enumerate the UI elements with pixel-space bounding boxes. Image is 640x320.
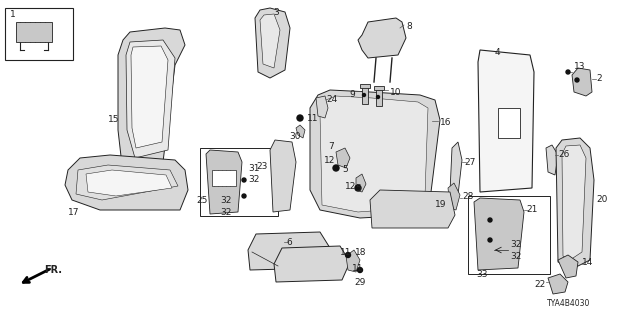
Polygon shape xyxy=(370,190,455,228)
Circle shape xyxy=(333,165,339,171)
Text: 5: 5 xyxy=(342,165,348,174)
Circle shape xyxy=(376,95,380,99)
Polygon shape xyxy=(86,170,172,196)
Text: 26: 26 xyxy=(558,150,570,159)
Text: 6: 6 xyxy=(286,238,292,247)
Text: 11: 11 xyxy=(340,248,351,257)
Text: 32: 32 xyxy=(510,252,522,261)
Text: 33: 33 xyxy=(476,270,488,279)
Text: 10: 10 xyxy=(390,88,401,97)
Polygon shape xyxy=(448,183,460,210)
Bar xyxy=(16,22,52,42)
Polygon shape xyxy=(206,150,242,214)
Bar xyxy=(374,86,384,90)
Polygon shape xyxy=(572,68,592,96)
Polygon shape xyxy=(450,142,462,195)
Text: 32: 32 xyxy=(248,175,259,184)
Polygon shape xyxy=(478,50,534,192)
Polygon shape xyxy=(255,8,290,78)
Text: 23: 23 xyxy=(256,162,268,171)
Bar xyxy=(200,148,278,216)
Polygon shape xyxy=(558,255,578,278)
Polygon shape xyxy=(320,96,428,212)
Polygon shape xyxy=(248,232,330,270)
Text: 13: 13 xyxy=(574,62,586,71)
Polygon shape xyxy=(356,174,366,192)
Text: 29: 29 xyxy=(354,278,365,287)
Polygon shape xyxy=(548,274,568,294)
Text: 21: 21 xyxy=(526,205,538,214)
Polygon shape xyxy=(270,140,296,212)
Bar xyxy=(360,84,370,88)
Polygon shape xyxy=(131,46,168,148)
Circle shape xyxy=(488,218,492,222)
Bar xyxy=(5,8,73,60)
Text: 32: 32 xyxy=(510,240,522,249)
Text: 12: 12 xyxy=(345,182,356,191)
Circle shape xyxy=(297,115,303,121)
Bar xyxy=(498,108,520,138)
Text: 2: 2 xyxy=(596,74,602,83)
Circle shape xyxy=(362,93,365,97)
Polygon shape xyxy=(556,138,594,268)
Circle shape xyxy=(242,178,246,182)
Bar xyxy=(376,88,382,106)
Circle shape xyxy=(346,252,351,258)
Text: FR.: FR. xyxy=(44,265,62,275)
Text: 5: 5 xyxy=(355,184,361,193)
Polygon shape xyxy=(316,96,328,118)
Text: 14: 14 xyxy=(582,258,593,267)
Text: 22: 22 xyxy=(534,280,545,289)
Text: 27: 27 xyxy=(464,158,476,167)
Text: 25: 25 xyxy=(196,196,207,205)
Polygon shape xyxy=(546,145,558,175)
Polygon shape xyxy=(310,90,440,218)
Circle shape xyxy=(358,268,362,273)
Polygon shape xyxy=(474,198,524,270)
Bar xyxy=(468,196,550,274)
Text: 11: 11 xyxy=(352,264,364,273)
Polygon shape xyxy=(65,155,188,210)
Text: 4: 4 xyxy=(495,48,500,57)
Polygon shape xyxy=(346,250,360,272)
Text: 17: 17 xyxy=(68,208,79,217)
Circle shape xyxy=(355,185,361,191)
Text: TYA4B4030: TYA4B4030 xyxy=(547,299,590,308)
Text: 11: 11 xyxy=(307,114,319,123)
Text: 30: 30 xyxy=(289,132,301,141)
Polygon shape xyxy=(296,125,305,138)
Text: 3: 3 xyxy=(273,8,279,17)
Text: 12: 12 xyxy=(324,156,335,165)
Text: 24: 24 xyxy=(326,95,337,104)
Polygon shape xyxy=(260,14,280,68)
Polygon shape xyxy=(336,148,350,168)
Text: 20: 20 xyxy=(596,195,607,204)
Text: 7: 7 xyxy=(328,142,333,151)
Text: 28: 28 xyxy=(462,192,474,201)
Text: 1: 1 xyxy=(10,10,16,19)
Bar xyxy=(362,86,368,104)
Polygon shape xyxy=(118,28,185,175)
Polygon shape xyxy=(76,165,178,200)
Text: 15: 15 xyxy=(108,115,120,124)
Circle shape xyxy=(488,238,492,242)
Text: 16: 16 xyxy=(440,118,451,127)
Polygon shape xyxy=(126,40,175,158)
Circle shape xyxy=(242,194,246,198)
Text: 19: 19 xyxy=(435,200,447,209)
Polygon shape xyxy=(358,18,406,58)
Text: 32: 32 xyxy=(220,196,232,205)
Text: 32: 32 xyxy=(220,208,232,217)
Polygon shape xyxy=(562,145,586,260)
Polygon shape xyxy=(274,246,350,282)
Bar xyxy=(212,170,236,186)
Text: 9: 9 xyxy=(349,90,355,99)
Text: 8: 8 xyxy=(406,22,412,31)
Text: 18: 18 xyxy=(355,248,367,257)
Circle shape xyxy=(575,78,579,82)
Circle shape xyxy=(566,70,570,74)
Text: 31: 31 xyxy=(248,164,259,173)
